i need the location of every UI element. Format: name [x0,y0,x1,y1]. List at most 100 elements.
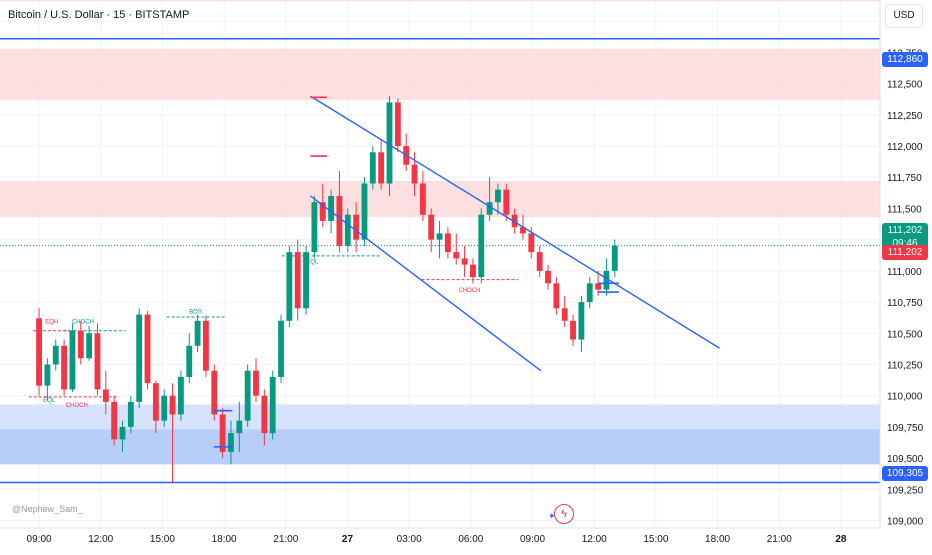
candle-body [570,320,576,340]
demand-zone [0,429,880,465]
candle-body [311,202,318,253]
structure-annotation: EQL [43,398,56,404]
candle-body [119,426,126,440]
x-tick-label: 12:00 [88,534,113,545]
candle-body [152,383,159,421]
candle-body [353,214,360,240]
upper-line-price-tag: 112,860 [882,52,928,67]
x-tick-label: 18:00 [705,534,730,545]
x-tick-label: 09:00 [27,534,52,545]
candle-body [219,414,226,452]
candle-body [244,370,251,421]
candle-body [94,333,101,390]
x-tick-label: 27 [342,534,354,545]
candle-body [144,314,151,384]
candle-body [69,330,76,390]
candle-body [586,283,593,303]
candle-body [228,433,234,452]
candle-body [553,283,560,309]
candle-body [336,195,343,246]
candle-body [528,233,535,253]
candle-body [611,245,618,271]
y-tick-label: 109,750 [887,423,924,434]
candle-body [361,183,368,240]
candle-body [411,164,418,184]
candle-body [286,252,293,321]
y-tick-label: 111,500 [887,204,922,215]
last-price-tag: 111,202 [882,245,928,260]
x-tick-label: 21:00 [273,534,298,545]
candle-body [328,195,335,221]
candle-body [386,102,393,184]
structure-annotation: EQH [45,319,58,325]
y-tick-label: 110,750 [887,298,923,309]
time-axis-panel [0,528,880,550]
candle-body [470,264,476,278]
candle-body [319,202,326,221]
candle-body [444,233,451,253]
candle-body [394,102,401,147]
candle-body [77,330,84,359]
candle-body [86,333,93,359]
x-tick-label: 15:00 [150,534,175,545]
y-tick-label: 110,250 [887,360,923,371]
candle-body [369,152,376,184]
supply-zone [0,0,880,2]
x-tick-label: 06:00 [458,534,483,545]
y-tick-label: 110,000 [887,392,923,403]
candle-body [294,252,301,309]
candle-body [253,370,259,396]
countdown-label: 09:46 [892,238,918,249]
x-tick-label: 28 [835,534,847,545]
candle-body [503,189,510,215]
currency-button[interactable]: USD [885,4,923,28]
candle-body [269,376,276,434]
candle-body [595,283,601,290]
candle-body [136,314,143,402]
candle-body [61,345,68,390]
candle-body [478,214,485,278]
candle-body [52,345,59,365]
author-watermark: @Nephew_Sam_ [12,504,83,514]
candle-body [36,318,42,386]
candle-body [486,202,493,215]
channel-upper-line [310,95,720,349]
candle-body [603,270,610,290]
candle-body [511,214,518,228]
x-tick-label: 09:00 [520,534,545,545]
structure-annotation: EQL [306,259,319,265]
structure-annotation: CHOCH [72,319,94,325]
candle-body [261,395,268,434]
x-tick-label: 12:00 [582,534,607,545]
candle-body [161,395,168,421]
candle-body [177,376,184,415]
sparkle-icon: ✦ [548,511,556,521]
supply-zone [0,180,880,218]
x-tick-label: 18:00 [212,534,237,545]
y-tick-label: 111,750 [887,173,922,184]
supply-zone [0,48,880,100]
candle-body [578,302,585,340]
candle-body [127,401,134,427]
candle-body [561,308,568,321]
x-tick-label: 03:00 [397,534,422,545]
candle-body [378,152,385,184]
x-tick-label: 21:00 [767,534,792,545]
y-tick-label: 109,000 [887,517,924,528]
y-tick-label: 111,000 [887,267,922,278]
lightning-flash-icon[interactable]: ϟ [554,504,574,524]
candle-body [520,227,526,234]
candle-body [303,252,309,309]
candle-body [44,364,51,386]
x-tick-label: 15:00 [643,534,668,545]
y-tick-label: 110,500 [887,329,923,340]
candle-body [111,401,118,440]
structure-annotation: CHOCH [459,288,481,294]
candle-body [236,420,243,434]
candle-body [436,233,443,240]
candle-body [278,320,284,377]
y-tick-label: 112,000 [887,142,923,153]
symbol-title: Bitcoin / U.S. Dollar · 15 · BITSTAMP [8,9,190,21]
